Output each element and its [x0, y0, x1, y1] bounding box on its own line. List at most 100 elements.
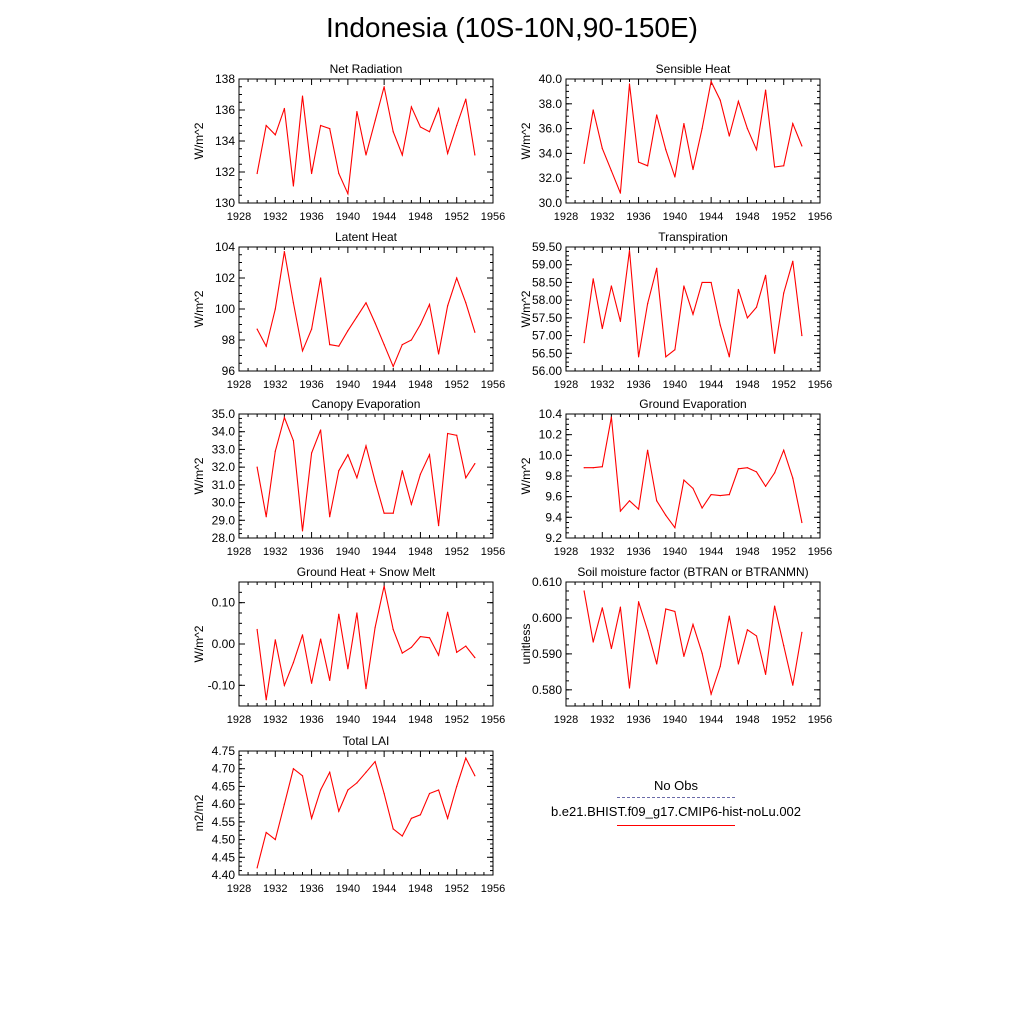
data-point: [374, 322, 376, 324]
data-point: [674, 527, 676, 529]
data-point: [783, 449, 785, 451]
data-point: [419, 473, 422, 475]
y-axis-label: W/m^2: [519, 457, 533, 494]
data-point: [301, 350, 304, 352]
data-point: [674, 176, 676, 178]
panel-title: Transpiration: [658, 230, 728, 244]
data-point: [274, 838, 276, 841]
y-tick-label: 56.50: [532, 346, 562, 360]
data-point: [392, 131, 394, 133]
data-point: [719, 665, 721, 668]
data-point: [410, 817, 412, 819]
y-axis-label: W/m^2: [519, 290, 533, 327]
x-tick-label: 1928: [554, 714, 578, 726]
x-tick-label: 1936: [299, 379, 323, 391]
y-tick-label: 0.610: [532, 575, 562, 589]
y-tick-label: 9.6: [545, 490, 562, 504]
data-point: [301, 530, 304, 532]
y-tick-label: 102: [215, 271, 235, 285]
data-point: [383, 585, 385, 587]
data-point: [683, 123, 685, 125]
data-point: [474, 657, 476, 659]
data-point: [410, 339, 412, 341]
data-point: [283, 416, 285, 419]
data-point: [347, 789, 349, 791]
y-tick-label: 56.00: [532, 364, 562, 378]
panel-title: Soil moisture factor (BTRAN or BTRANMN): [577, 565, 808, 579]
data-point: [401, 835, 403, 837]
y-tick-label: 32.0: [212, 460, 236, 474]
x-tick-label: 1940: [336, 883, 360, 895]
data-point: [356, 612, 358, 614]
data-point: [365, 688, 367, 690]
x-tick-label: 1936: [299, 714, 323, 726]
data-point: [465, 757, 467, 759]
plot-frame: [565, 581, 821, 707]
series-line: [583, 590, 803, 697]
x-tick-label: 1940: [336, 211, 360, 223]
y-tick-label: 4.55: [212, 815, 236, 829]
x-tick-label: 1940: [663, 379, 687, 391]
x-tick-label: 1928: [227, 883, 251, 895]
data-point: [701, 281, 703, 284]
data-point: [456, 434, 458, 436]
data-point: [301, 95, 304, 97]
data-point: [683, 655, 685, 658]
x-tick-label: 1956: [808, 379, 832, 391]
data-point: [692, 313, 694, 315]
data-point: [674, 610, 676, 613]
data-point: [656, 114, 658, 116]
x-tick-label: 1944: [372, 883, 396, 895]
data-point: [338, 345, 340, 347]
data-point: [719, 99, 721, 101]
data-point: [683, 479, 685, 481]
legend-obs-label: No Obs: [653, 778, 699, 793]
data-point: [774, 472, 776, 474]
panel-title: Canopy Evaporation: [312, 397, 421, 411]
data-point: [392, 512, 394, 514]
y-tick-label: 4.60: [212, 797, 236, 811]
data-point: [283, 251, 285, 253]
plot-frame: [238, 246, 494, 372]
data-point: [610, 416, 612, 418]
y-tick-label: 4.70: [212, 762, 236, 776]
data-point: [401, 652, 403, 654]
x-tick-label: 1948: [408, 379, 432, 391]
data-point: [447, 305, 449, 307]
data-point: [292, 185, 295, 187]
data-point: [320, 124, 322, 127]
data-point: [347, 668, 349, 670]
data-point: [665, 149, 667, 151]
x-tick-label: 1952: [444, 883, 468, 895]
data-point: [447, 611, 449, 613]
x-tick-label: 1940: [663, 714, 687, 726]
y-tick-label: 34.0: [212, 425, 236, 439]
y-axis-label: W/m^2: [192, 122, 206, 159]
panel-title: Latent Heat: [335, 230, 398, 244]
data-point: [755, 149, 758, 151]
x-tick-label: 1932: [590, 379, 614, 391]
x-tick-label: 1944: [372, 379, 396, 391]
y-tick-label: 100: [215, 302, 235, 316]
data-point: [610, 647, 612, 650]
data-point: [356, 316, 358, 318]
y-axis-label: unitless: [519, 624, 533, 665]
x-tick-label: 1936: [626, 546, 650, 558]
panel-5: 1928 1932 1936 1940 1944 1948 1952 1956 28.0 29.0…: [192, 397, 505, 558]
data-point: [619, 192, 622, 194]
data-point: [674, 349, 676, 351]
x-tick-label: 1948: [408, 883, 432, 895]
data-point: [356, 782, 358, 784]
data-point: [774, 352, 776, 354]
data-point: [265, 831, 267, 834]
data-point: [419, 323, 422, 326]
plot-frame: [238, 413, 494, 539]
data-point: [728, 615, 730, 617]
x-tick-label: 1952: [444, 379, 468, 391]
y-tick-label: 30.0: [539, 196, 563, 210]
x-tick-label: 1952: [771, 211, 795, 223]
y-axis-label: m2/m2: [192, 794, 206, 831]
x-tick-label: 1932: [590, 714, 614, 726]
y-tick-label: 33.0: [212, 442, 236, 456]
x-tick-label: 1956: [481, 714, 505, 726]
